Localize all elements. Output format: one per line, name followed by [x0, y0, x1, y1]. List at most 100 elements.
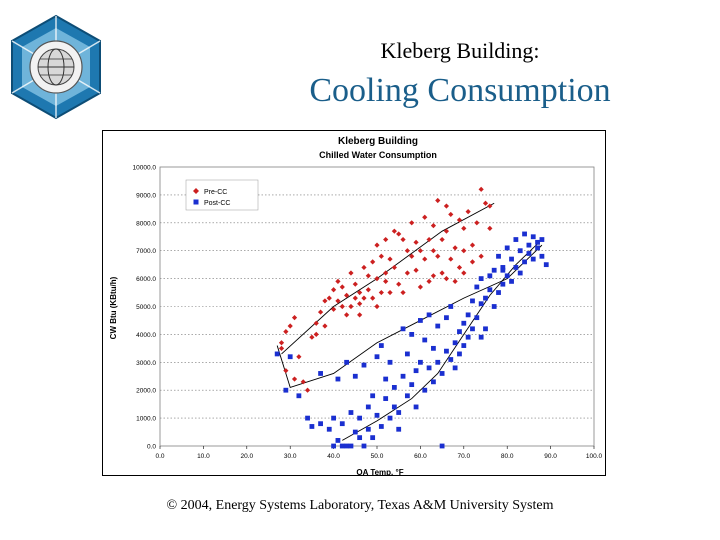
- point-post-cc: [357, 435, 363, 441]
- point-post-cc: [474, 315, 480, 321]
- point-post-cc: [457, 351, 462, 357]
- point-pre-cc: [391, 264, 397, 271]
- point-pre-cc: [335, 298, 341, 304]
- point-pre-cc: [383, 236, 389, 243]
- point-pre-cc: [357, 312, 363, 318]
- point-pre-cc: [409, 253, 415, 259]
- point-post-cc: [357, 415, 363, 421]
- point-post-cc: [318, 371, 323, 376]
- x-tick-label: 80.0: [501, 453, 514, 460]
- point-post-cc: [339, 421, 345, 427]
- point-pre-cc: [304, 387, 311, 393]
- point-post-cc: [335, 376, 341, 382]
- chart-subtitle: Chilled Water Consumption: [319, 150, 437, 160]
- chart-title: Kleberg Building: [338, 136, 418, 147]
- chart-frame: [102, 130, 606, 476]
- point-pre-cc: [417, 284, 423, 290]
- point-post-cc: [331, 443, 336, 449]
- slide-title-line1: Kleberg Building:: [380, 38, 540, 63]
- point-post-cc: [426, 312, 432, 318]
- point-post-cc: [504, 273, 510, 279]
- point-post-cc: [444, 348, 449, 354]
- point-post-cc: [431, 379, 436, 385]
- point-pre-cc: [461, 248, 467, 254]
- legend-box: [185, 179, 259, 211]
- x-tick-label: 30.0: [284, 453, 297, 460]
- point-post-cc: [404, 393, 410, 399]
- point-post-cc: [478, 301, 484, 307]
- fit-line-post-cc: [342, 239, 543, 441]
- point-post-cc: [339, 443, 345, 449]
- point-post-cc: [517, 248, 523, 254]
- point-post-cc: [361, 362, 367, 368]
- point-pre-cc: [348, 303, 354, 310]
- y-tick-label: 3000.0: [136, 360, 156, 367]
- point-pre-cc: [361, 295, 367, 301]
- point-post-cc: [439, 371, 445, 376]
- point-post-cc: [513, 265, 519, 270]
- point-post-cc: [470, 298, 475, 304]
- point-post-cc: [305, 415, 310, 421]
- point-post-cc: [483, 295, 488, 301]
- point-post-cc: [374, 354, 380, 360]
- legend: Pre-CC Post-CC: [185, 179, 259, 211]
- point-pre-cc: [378, 253, 384, 259]
- point-post-cc: [370, 435, 376, 441]
- point-pre-cc: [387, 256, 393, 262]
- point-post-cc: [539, 253, 545, 259]
- point-post-cc: [491, 304, 497, 309]
- point-pre-cc: [370, 295, 376, 301]
- point-post-cc: [378, 343, 384, 348]
- point-post-cc: [500, 265, 506, 270]
- x-tick-label: 0.0: [155, 453, 164, 460]
- point-pre-cc: [482, 200, 489, 206]
- legend-label-pre-cc: Pre-CC: [204, 189, 227, 196]
- point-post-cc: [522, 231, 527, 237]
- scatter-chart: Kleberg Building Chilled Water Consumpti…: [102, 130, 606, 477]
- point-post-cc: [535, 245, 540, 251]
- point-post-cc: [413, 368, 419, 374]
- x-tick-label: 40.0: [327, 453, 340, 460]
- point-pre-cc: [357, 289, 363, 296]
- point-post-cc: [335, 438, 341, 443]
- point-post-cc: [409, 382, 415, 388]
- chart-container: Kleberg Building Chilled Water Consumpti…: [102, 130, 606, 477]
- point-pre-cc: [313, 320, 319, 326]
- point-pre-cc: [413, 239, 419, 245]
- y-tick-label: 5000.0: [136, 304, 156, 311]
- point-post-cc: [496, 290, 501, 295]
- point-post-cc: [500, 281, 506, 287]
- point-post-cc: [318, 421, 323, 427]
- point-post-cc: [448, 304, 454, 309]
- point-pre-cc: [443, 203, 450, 209]
- point-post-cc: [487, 287, 493, 293]
- point-pre-cc: [448, 211, 454, 218]
- esl-logo-icon: [11, 14, 101, 120]
- point-pre-cc: [426, 236, 432, 243]
- point-post-cc: [418, 359, 423, 365]
- point-pre-cc: [374, 242, 380, 248]
- point-post-cc: [487, 273, 493, 279]
- point-post-cc: [465, 334, 471, 340]
- point-pre-cc: [326, 295, 332, 301]
- point-post-cc: [461, 343, 467, 348]
- point-post-cc: [543, 262, 549, 268]
- point-pre-cc: [478, 186, 484, 192]
- point-post-cc: [348, 410, 354, 415]
- point-post-cc: [461, 320, 467, 326]
- point-pre-cc: [452, 245, 458, 251]
- point-post-cc: [374, 412, 380, 418]
- point-post-cc: [504, 245, 510, 251]
- x-axis-label: OA Temp. °F: [356, 468, 403, 476]
- x-tick-label: 100.0: [586, 453, 603, 460]
- x-tick-label: 70.0: [457, 453, 470, 460]
- point-pre-cc: [439, 270, 445, 276]
- y-tick-label: 4000.0: [136, 332, 156, 339]
- point-post-cc: [474, 284, 480, 290]
- point-pre-cc: [404, 248, 410, 254]
- point-post-cc: [274, 351, 280, 357]
- point-post-cc: [452, 340, 458, 346]
- point-pre-cc: [430, 222, 437, 229]
- point-pre-cc: [352, 281, 358, 287]
- point-post-cc: [483, 326, 488, 332]
